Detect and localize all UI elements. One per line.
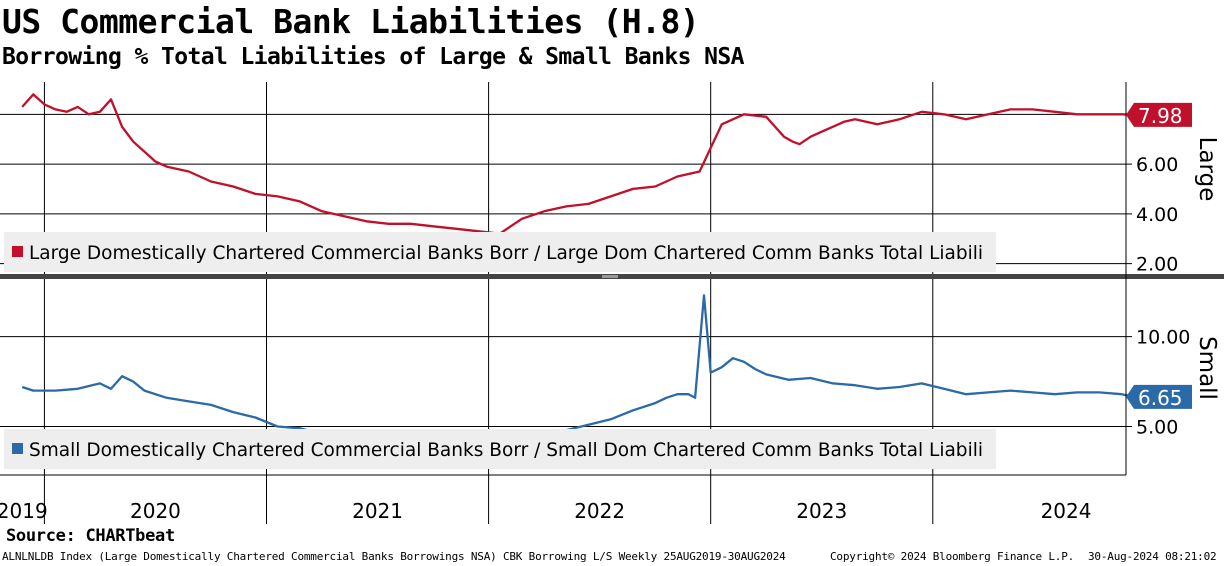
y-tick-label: 5.00 [1136, 417, 1178, 439]
chart-title: US Commercial Bank Liabilities (H.8) [2, 2, 700, 41]
y-tick-label: 10.00 [1136, 327, 1190, 349]
footer-series-info: ALNLNLDB Index (Large Domestically Chart… [2, 550, 786, 563]
x-tick-label: 2020 [130, 499, 181, 523]
y-tick-label: 4.00 [1136, 204, 1178, 226]
legend-swatch [12, 443, 23, 454]
last-value-label: 6.65 [1138, 386, 1183, 410]
footer-timestamp: 30-Aug-2024 08:21:02 [1088, 550, 1217, 563]
last-value-tag [1126, 384, 1192, 409]
legend-label: Small Domestically Chartered Commercial … [29, 439, 983, 461]
axis-title-small: Small [1194, 336, 1220, 400]
x-tick-label: 2024 [1041, 499, 1092, 523]
source-note: Source: CHARTbeat [6, 526, 175, 546]
x-tick-label: 2023 [796, 499, 847, 523]
last-value-label: 7.98 [1138, 104, 1183, 128]
legend-box [4, 232, 996, 272]
y-tick-label: 2.00 [1136, 254, 1178, 276]
last-value-tag [1126, 102, 1192, 127]
series-line-small [21, 294, 1136, 453]
x-tick-label: 2022 [574, 499, 625, 523]
panel-splitter-handle [602, 275, 618, 278]
legend-label: Large Domestically Chartered Commercial … [29, 242, 983, 264]
legend-swatch [12, 246, 23, 257]
chart-subtitle: Borrowing % Total Liabilities of Large &… [2, 44, 744, 70]
x-tick-label: 2019 [0, 499, 48, 523]
footer-copyright: Copyright© 2024 Bloomberg Finance L.P. [830, 550, 1075, 563]
x-tick-label: 2021 [352, 499, 403, 523]
legend-box [4, 429, 996, 469]
axis-title-large: Large [1194, 137, 1220, 202]
series-line-large [21, 93, 1135, 235]
y-tick-label: 6.00 [1136, 154, 1178, 176]
